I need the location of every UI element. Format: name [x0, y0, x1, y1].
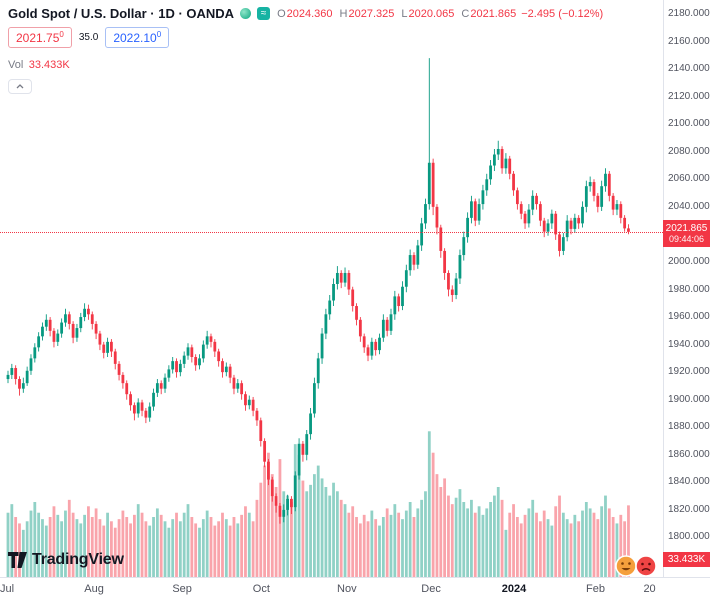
price-axis-label: 2080.000 [668, 145, 710, 157]
time-axis-label: Feb [585, 583, 605, 595]
time-axis-label: 2024 [501, 583, 527, 595]
price-chart-canvas[interactable] [0, 0, 663, 577]
ask-sup: 0 [156, 30, 162, 39]
price-axis-label: 2180.000 [668, 8, 710, 19]
high-value: 2027.325 [348, 7, 395, 20]
price-axis-label: 1900.000 [668, 393, 710, 405]
symbol-title[interactable]: Gold Spot / U.S. Dollar · 1D · OANDA [8, 6, 235, 21]
price-axis-label: 2000.000 [668, 255, 710, 267]
price-axis-label: 1820.000 [668, 503, 710, 515]
chevron-up-icon [16, 84, 24, 89]
current-price-label: 2021.865 09:44:06 [663, 219, 710, 247]
price-axis-label: 1860.000 [668, 448, 710, 460]
high-label: H [339, 7, 348, 20]
bid-sup: 0 [59, 30, 64, 39]
price-axis-label: 1840.000 [668, 476, 710, 488]
price-axis-label: 2160.000 [668, 35, 710, 47]
candlesticks [6, 58, 630, 524]
reaction-emojis[interactable] [615, 555, 659, 582]
low-value: 2020.065 [408, 7, 455, 20]
price-axis-label: 1880.000 [668, 421, 710, 433]
bid-price-button[interactable]: 2021.750 [8, 27, 72, 48]
laughing-emoji-icon[interactable] [615, 555, 637, 577]
tradingview-logo-text: TradingView [32, 551, 124, 568]
price-axis-label: 1920.000 [668, 366, 710, 378]
time-axis-label: Jul [0, 583, 15, 595]
time-axis-label: Oct [252, 583, 270, 595]
tradingview-logo[interactable]: TradingView [8, 551, 124, 569]
open-value: 2024.360 [286, 7, 333, 20]
volume-bars [6, 431, 630, 577]
bar-countdown: 09:44:06 [668, 233, 705, 244]
time-axis-label: Nov [337, 583, 357, 595]
time-axis[interactable]: Jul Aug Sep Oct Nov Dec 2024 Feb 20 [0, 577, 710, 600]
change-value: −2.495 (−0.12%) [521, 7, 604, 20]
bid-value: 2021.75 [16, 31, 60, 45]
price-axis-label: 2120.000 [668, 90, 710, 102]
close-value: 2021.865 [470, 7, 517, 20]
close-label: C [461, 7, 470, 20]
collapse-pane-button[interactable] [8, 79, 32, 94]
price-axis-label: 1800.000 [668, 531, 710, 543]
current-price-line [0, 231, 663, 233]
time-axis-label: 20 [643, 583, 656, 595]
price-axis-label: 1940.000 [668, 338, 710, 350]
time-axis-label: Sep [172, 583, 192, 595]
price-axis-label: 2140.000 [668, 63, 710, 75]
volume-axis-label: 33.433K [663, 552, 710, 567]
tradingview-mark-icon [8, 552, 27, 568]
angry-emoji-icon[interactable] [635, 555, 657, 577]
time-axis-label: Aug [84, 583, 104, 595]
low-label: L [401, 7, 408, 20]
spread-value: 35.0 [78, 32, 99, 43]
price-axis-label: 1960.000 [668, 311, 710, 323]
wave-icon[interactable]: ≈ [257, 7, 271, 20]
open-label: O [277, 7, 286, 20]
status-dot-icon[interactable] [240, 8, 252, 19]
price-axis-label: 2100.000 [668, 118, 710, 130]
volume-label: Vol [8, 59, 24, 71]
price-axis-label: 2040.000 [668, 200, 710, 212]
price-axis[interactable]: 2180.000 2160.000 2140.000 2120.000 2100.000… [663, 0, 710, 577]
legend: Gold Spot / U.S. Dollar · 1D · OANDA ≈ O… [8, 6, 603, 94]
ask-price-button[interactable]: 2022.100 [105, 27, 170, 48]
ask-value: 2022.10 [113, 31, 157, 45]
current-price-value: 2021.865 [665, 222, 708, 234]
time-axis-label: Dec [421, 583, 441, 595]
price-axis-label: 2060.000 [668, 173, 710, 185]
price-axis-label: 1980.000 [668, 283, 710, 295]
volume-value: 33.433K [28, 59, 70, 71]
